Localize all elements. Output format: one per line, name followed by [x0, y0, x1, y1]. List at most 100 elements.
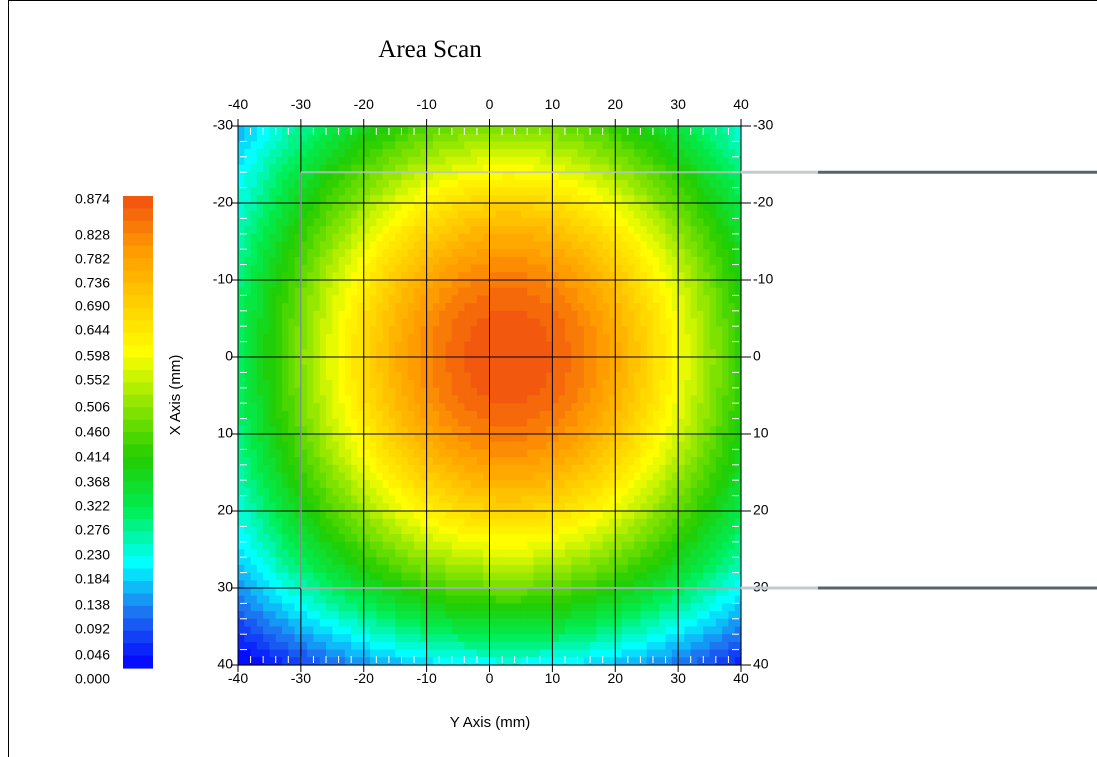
heatmap-cell — [734, 326, 742, 335]
heatmap-cell — [508, 333, 516, 343]
heatmap-cell — [376, 287, 384, 296]
heatmap-cell — [407, 303, 415, 312]
heatmap-cell — [313, 541, 321, 551]
heatmap-cell — [627, 395, 635, 404]
heatmap-cell — [696, 164, 704, 173]
heatmap-cell — [489, 195, 497, 204]
heatmap-cell — [244, 264, 252, 273]
heatmap-cell — [552, 164, 560, 173]
heatmap-cell — [313, 187, 321, 196]
heatmap-cell — [363, 149, 371, 158]
heatmap-cell — [671, 511, 679, 520]
heatmap-cell — [476, 249, 484, 258]
heatmap-cell — [244, 149, 252, 158]
heatmap-cell — [659, 418, 667, 427]
heatmap-cell — [256, 164, 264, 173]
heatmap-cell — [527, 303, 535, 312]
heatmap-cell — [621, 511, 629, 520]
heatmap-cell — [275, 218, 283, 227]
heatmap-cell — [715, 126, 723, 135]
heatmap-cell — [357, 395, 365, 404]
heatmap-cell — [634, 526, 641, 535]
heatmap-cell — [458, 357, 465, 366]
heatmap-cell — [728, 495, 736, 504]
heatmap-cell — [558, 518, 566, 527]
heatmap-cell — [401, 341, 409, 350]
heatmap-cell — [420, 403, 428, 412]
heatmap-cell — [596, 557, 604, 566]
heatmap-cell — [615, 564, 623, 574]
heatmap-cell — [395, 472, 403, 481]
heatmap-cell — [363, 203, 371, 212]
heatmap-cell — [489, 534, 497, 543]
heatmap-cell — [514, 364, 522, 373]
heatmap-cell — [665, 487, 673, 497]
heatmap-cell — [627, 495, 635, 504]
heatmap-cell — [533, 203, 541, 212]
heatmap-cell — [495, 395, 503, 404]
heatmap-cell — [527, 495, 535, 504]
heatmap-cell — [395, 126, 403, 135]
heatmap-cell — [269, 218, 277, 227]
heatmap-cell — [476, 549, 484, 558]
heatmap-cell — [539, 364, 547, 373]
heatmap-cell — [238, 326, 245, 335]
heatmap-cell — [388, 295, 396, 304]
heatmap-cell — [615, 511, 623, 520]
heatmap-cell — [269, 164, 277, 173]
heatmap-cell — [590, 333, 597, 343]
heatmap-cell — [407, 126, 415, 135]
heatmap-cell — [382, 487, 390, 497]
heatmap-cell — [401, 487, 409, 497]
heatmap-cell — [652, 195, 660, 204]
heatmap-cell — [388, 172, 396, 181]
heatmap-cell — [238, 441, 245, 450]
heatmap-cell — [357, 226, 365, 235]
heatmap-cell — [351, 372, 359, 381]
heatmap-cell — [432, 133, 440, 142]
heatmap-cell — [590, 126, 597, 135]
heatmap-cell — [621, 149, 629, 158]
heatmap-cell — [414, 310, 421, 320]
heatmap-cell — [269, 441, 277, 450]
heatmap-cell — [722, 210, 730, 219]
heatmap-cell — [546, 233, 553, 243]
heatmap-cell — [445, 233, 453, 243]
heatmap-cell — [564, 434, 572, 443]
heatmap-cell — [703, 303, 711, 312]
heatmap-cell — [363, 156, 371, 166]
heatmap-cell — [640, 380, 648, 389]
heatmap-cell — [690, 287, 698, 296]
heatmap-cell — [608, 434, 616, 443]
heatmap-cell — [464, 595, 472, 604]
heatmap-cell — [300, 495, 308, 504]
heatmap-cell — [659, 333, 667, 343]
heatmap-cell — [382, 287, 390, 296]
heatmap-cell — [690, 333, 698, 343]
heatmap-cell — [558, 349, 566, 358]
heatmap-cell — [608, 472, 616, 481]
heatmap-cell — [445, 203, 453, 212]
heatmap-cell — [376, 218, 384, 227]
heatmap-cell — [652, 426, 660, 435]
heatmap-cell — [665, 457, 673, 466]
heatmap-cell — [596, 333, 604, 343]
heatmap-cell — [734, 449, 742, 458]
heatmap-cell — [401, 333, 409, 343]
heatmap-cell — [332, 387, 340, 397]
heatmap-cell — [313, 434, 321, 443]
heatmap-cell — [514, 426, 522, 435]
heatmap-cell — [263, 549, 271, 558]
heatmap-cell — [558, 272, 566, 281]
heatmap-cell — [533, 434, 541, 443]
heatmap-cell — [401, 256, 409, 266]
heatmap-cell — [282, 511, 289, 520]
heatmap-cell — [332, 249, 340, 258]
heatmap-cell — [307, 495, 315, 504]
heatmap-cell — [527, 572, 535, 581]
heatmap-cell — [558, 441, 566, 450]
heatmap-cell — [300, 418, 308, 427]
heatmap-cell — [439, 241, 447, 250]
heatmap-cell — [439, 487, 447, 497]
heatmap-cell — [558, 418, 566, 427]
